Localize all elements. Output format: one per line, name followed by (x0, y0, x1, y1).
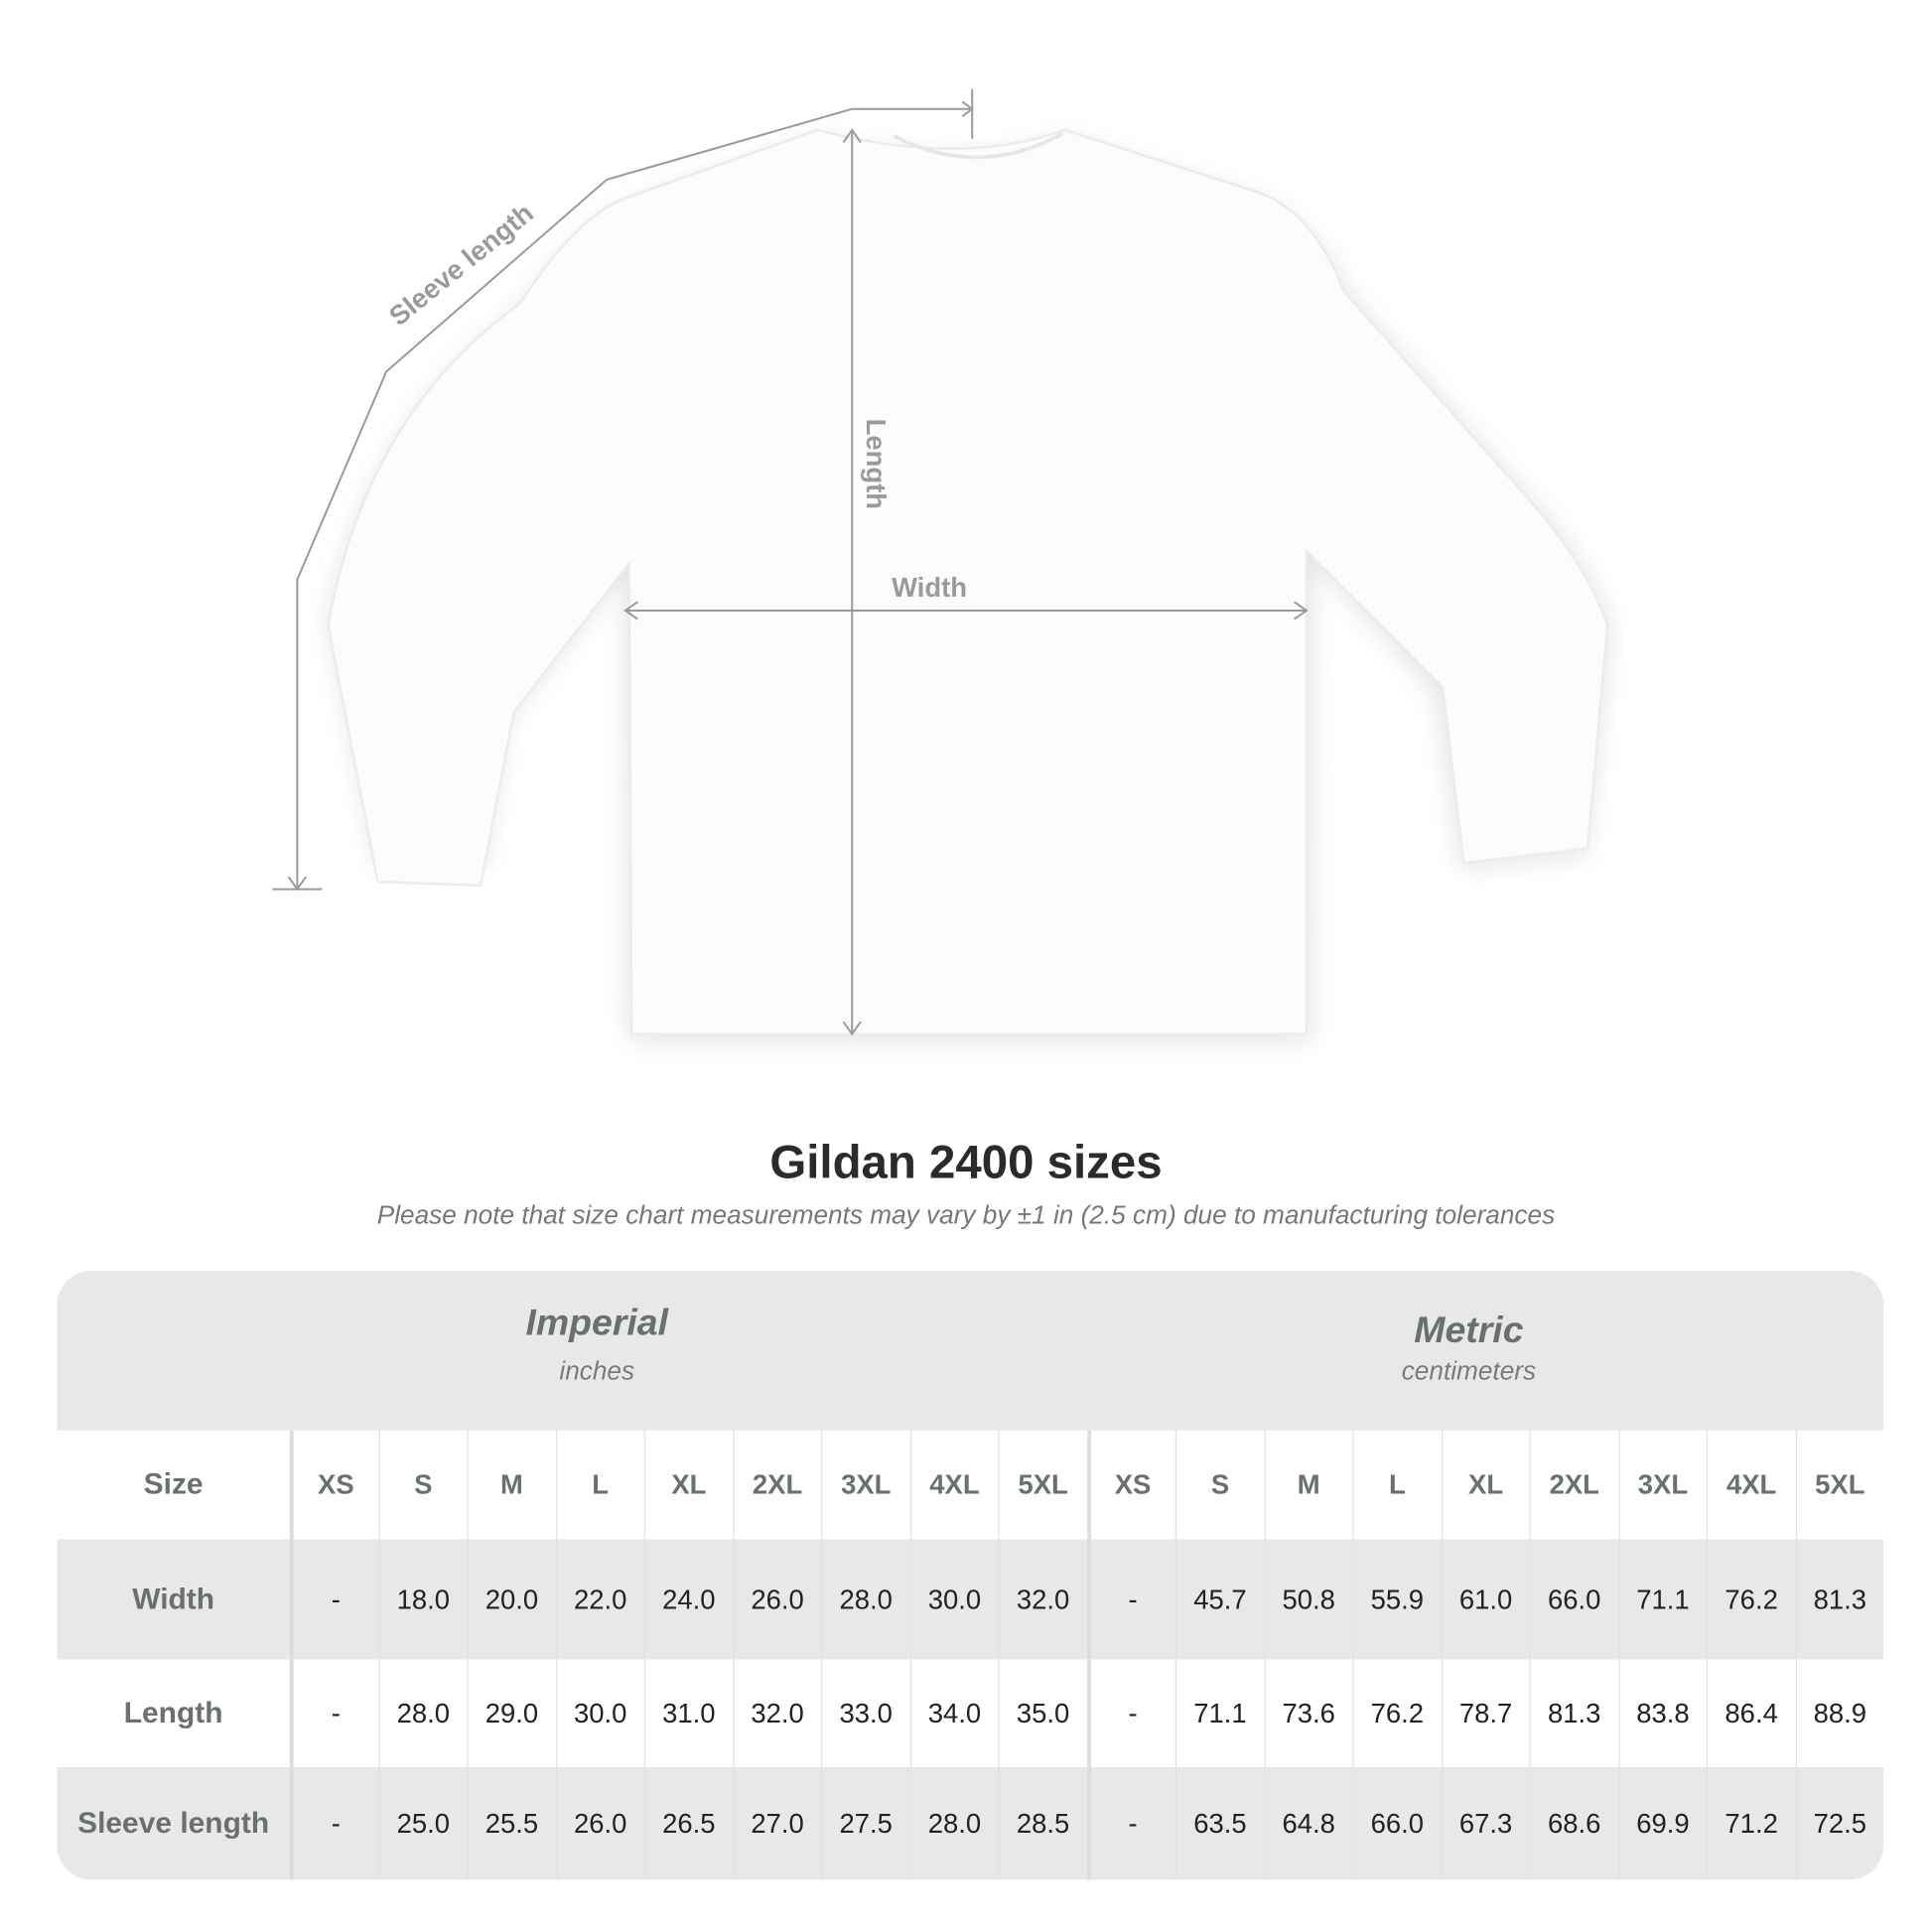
value-cell: 71.1 (1174, 1659, 1264, 1768)
collar (893, 132, 1064, 160)
value-cell: 26.0 (732, 1539, 821, 1660)
value-cell: 86.4 (1706, 1659, 1795, 1768)
value-cell: 76.2 (1352, 1659, 1441, 1768)
value-cell: 30.0 (909, 1539, 998, 1660)
value-cell: 63.5 (1174, 1767, 1264, 1880)
size-header-cell: 4XL (909, 1430, 998, 1540)
value-cell: 20.0 (467, 1539, 555, 1660)
value-cell: 81.3 (1795, 1539, 1883, 1660)
table-row: Sleeve length -25.0 25.5 26.0 26.5 27.0 27.5 28… (57, 1767, 1884, 1880)
value-cell: 66.0 (1352, 1767, 1441, 1880)
value-cell: 27.5 (821, 1767, 909, 1880)
value-cell: 33.0 (821, 1659, 909, 1768)
row-label: Length (123, 1696, 223, 1729)
size-header-cell: 2XL (732, 1430, 821, 1540)
value-cell: 29.0 (467, 1659, 555, 1768)
size-header-cell: XS (1086, 1430, 1175, 1540)
value-cell: 18.0 (378, 1539, 467, 1660)
value-cell: 28.0 (821, 1539, 909, 1660)
metric-header: Metric centimeters (1221, 1311, 1717, 1387)
value-cell: 28.5 (998, 1767, 1086, 1880)
value-cell: - (1086, 1767, 1175, 1880)
tolerance-note: Please note that size chart measurements… (376, 1200, 1556, 1230)
page-title: Gildan 2400 sizes (769, 1137, 1163, 1189)
value-cell: - (1086, 1539, 1175, 1660)
value-cell: 66.0 (1529, 1539, 1618, 1660)
value-cell: 25.5 (467, 1767, 555, 1880)
imperial-unit: inches (559, 1357, 635, 1386)
shirt-diagram: Sleeve length Length Width (272, 88, 1610, 1040)
value-cell: 35.0 (998, 1659, 1086, 1768)
value-cell: 26.0 (555, 1767, 643, 1880)
value-cell: 73.6 (1263, 1659, 1352, 1768)
row-label: Size (143, 1467, 204, 1501)
size-header-row: Size XS S M L XL 2XL 3XL 4XL 5XL XS S M L XL 2XL 3XL 4XL 5… (57, 1430, 1883, 1540)
size-header-cell: S (378, 1430, 467, 1540)
value-cell: 28.0 (909, 1767, 998, 1880)
table-row: Width -18.0 20.0 22.0 24.0 26.0 28.0 30.0 32.0-4… (57, 1539, 1884, 1660)
value-cell: 71.1 (1617, 1539, 1707, 1660)
value-cell: 67.3 (1441, 1767, 1529, 1880)
value-cell: 68.6 (1529, 1767, 1618, 1880)
table-row: Length -28.0 29.0 30.0 31.0 32.0 33.0 34.0 35.0-… (57, 1659, 1883, 1768)
value-cell: 24.0 (643, 1539, 733, 1660)
value-cell: - (289, 1539, 378, 1660)
size-header-cell: 4XL (1706, 1430, 1795, 1540)
value-cell: 32.0 (732, 1659, 821, 1768)
length-label: Length (861, 419, 892, 509)
size-header-cell: M (467, 1430, 555, 1540)
value-cell: 30.0 (555, 1659, 643, 1768)
value-cell: 25.0 (378, 1767, 467, 1880)
value-cell: 71.2 (1706, 1767, 1795, 1880)
size-header-cell: XS (289, 1430, 378, 1540)
value-cell: 45.7 (1174, 1539, 1264, 1660)
size-table: Imperial inches Metric centimeters Size X… (57, 1270, 1884, 1880)
size-header-cell: L (1352, 1430, 1441, 1540)
value-cell: 69.9 (1617, 1767, 1707, 1880)
size-header-cell: 5XL (1795, 1430, 1883, 1540)
row-label: Sleeve length (77, 1806, 270, 1841)
value-cell: 88.9 (1795, 1659, 1883, 1768)
value-cell: 22.0 (555, 1539, 643, 1660)
value-cell: 61.0 (1441, 1539, 1529, 1660)
metric-unit: centimeters (1401, 1357, 1537, 1386)
value-cell: 27.0 (732, 1767, 821, 1880)
value-cell: 78.7 (1441, 1659, 1529, 1768)
size-header-cell: 2XL (1529, 1430, 1618, 1540)
size-header-cell: S (1174, 1430, 1264, 1540)
metric-title: Metric (1414, 1310, 1524, 1351)
width-label: Width (892, 572, 967, 603)
value-cell: 81.3 (1529, 1659, 1618, 1768)
value-cell: 34.0 (909, 1659, 998, 1768)
value-cell: 76.2 (1706, 1539, 1795, 1660)
imperial-header: Imperial inches (349, 1303, 845, 1387)
value-cell: 72.5 (1795, 1767, 1883, 1880)
value-cell: - (289, 1659, 378, 1768)
dimension-lines (272, 88, 1309, 1036)
row-label: Width (132, 1582, 215, 1616)
value-cell: 55.9 (1352, 1539, 1441, 1660)
value-cell: - (1086, 1659, 1175, 1768)
imperial-title: Imperial (525, 1303, 669, 1344)
value-cell: 28.0 (378, 1659, 467, 1768)
size-header-cell: 3XL (821, 1430, 909, 1540)
value-cell: 50.8 (1263, 1539, 1352, 1660)
size-header-cell: M (1263, 1430, 1352, 1540)
value-cell: 32.0 (998, 1539, 1086, 1660)
size-header-cell: 3XL (1617, 1430, 1707, 1540)
value-cell: - (289, 1767, 378, 1880)
units-header: Imperial inches Metric centimeters (57, 1270, 1884, 1431)
size-header-cell: XL (643, 1430, 733, 1540)
value-cell: 26.5 (643, 1767, 733, 1880)
size-header-cell: 5XL (998, 1430, 1086, 1540)
value-cell: 64.8 (1263, 1767, 1352, 1880)
size-header-cell: XL (1441, 1430, 1529, 1540)
value-cell: 31.0 (643, 1659, 733, 1768)
size-header-cell: L (555, 1430, 643, 1540)
value-cell: 83.8 (1617, 1659, 1707, 1768)
shirt-body (327, 128, 1609, 1035)
